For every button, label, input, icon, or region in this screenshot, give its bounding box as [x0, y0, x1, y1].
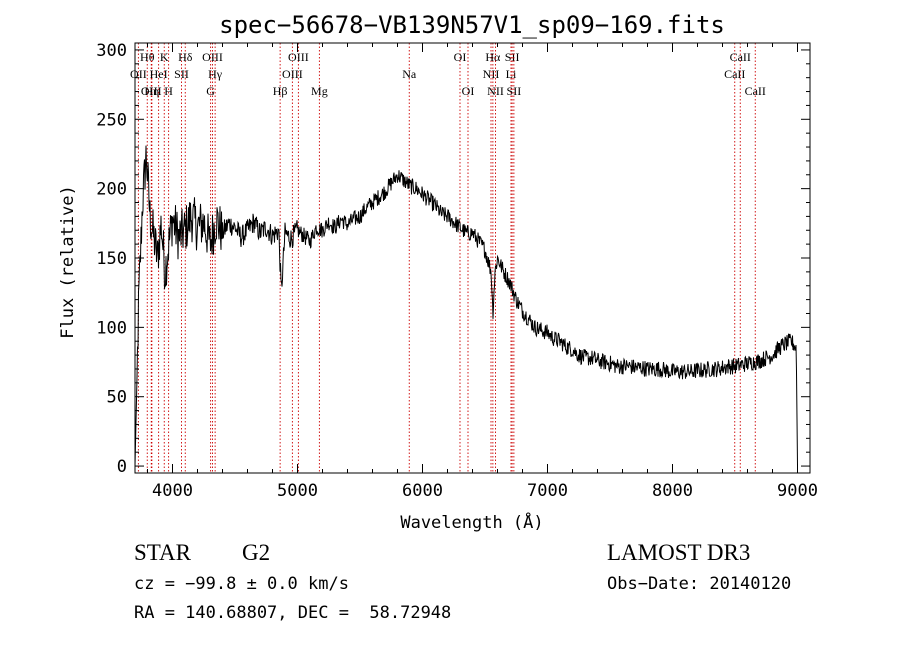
y-tick-label: 250: [96, 110, 127, 130]
spectral-line-label: OIII: [282, 67, 303, 81]
spectral-line-label: OIII: [202, 50, 223, 64]
object-class: STAR: [134, 540, 191, 565]
spectral-line-label: CaII: [724, 67, 745, 81]
plot-frame: [134, 42, 811, 474]
observation-date: Obs−Date: 20140120: [607, 574, 792, 594]
spectral-line-label: Mg: [311, 84, 328, 98]
spectral-line-label: HeI: [150, 67, 168, 81]
y-tick-label: 200: [96, 180, 127, 200]
spectral-line-label: Hα: [485, 50, 501, 64]
spectral-line-label: Hθ: [140, 50, 155, 64]
spectral-line-label: K: [160, 50, 169, 64]
spectral-line-label: SII: [507, 84, 522, 98]
spectral-line-label: OI: [462, 84, 475, 98]
spectral-line-label: Hγ: [208, 67, 223, 81]
spectral-line-label: SII: [174, 67, 189, 81]
spectral-line-label: OI: [454, 50, 467, 64]
redshift-cz: cz = −99.8 ± 0.0 km/s: [134, 574, 349, 594]
coordinates: RA = 140.68807, DEC = 58.72948: [134, 603, 452, 623]
x-tick-label: 7000: [527, 481, 568, 501]
y-axis-label: Flux (relative): [58, 185, 78, 339]
y-tick-label: 0: [117, 457, 127, 477]
x-tick-label: 5000: [277, 481, 318, 501]
y-tick-label: 150: [96, 249, 127, 269]
flux-series-line: [134, 145, 798, 467]
spectral-line-label: NII: [487, 84, 504, 98]
x-axis-label: Wavelength (Å): [400, 511, 543, 533]
x-tick-label: 8000: [652, 481, 693, 501]
spectral-line-label: G: [206, 84, 215, 98]
spectral-line-label: OIII: [288, 50, 309, 64]
spectral-line-label: OIII: [141, 84, 162, 98]
spectral-line-label: Hη: [144, 84, 159, 98]
spectral-line-label: Hδ: [178, 50, 193, 64]
y-tick-label: 100: [96, 318, 127, 338]
spectral-line-label: CaII: [730, 50, 751, 64]
spectral-line-label: OII: [130, 67, 147, 81]
spectral-line-label: SII: [505, 50, 520, 64]
chart-title: spec−56678−VB139N57V1_sp09−169.fits: [219, 11, 725, 39]
x-tick-label: 9000: [777, 481, 818, 501]
survey-name: LAMOST DR3: [607, 540, 751, 565]
x-tick-label: 6000: [402, 481, 443, 501]
y-tick-label: 50: [107, 388, 127, 408]
spectral-subclass: G2: [242, 540, 271, 565]
x-tick-label: 4000: [152, 481, 193, 501]
spectral-line-label: CaII: [745, 84, 766, 98]
spectral-line-label: Na: [402, 67, 417, 81]
spectral-line-label: Hβ: [273, 84, 288, 98]
spectral-line-label: NII: [483, 67, 500, 81]
y-tick-label: 300: [96, 41, 127, 61]
spectral-line-label: Li: [506, 67, 517, 81]
spectral-line-label: H: [164, 84, 173, 98]
